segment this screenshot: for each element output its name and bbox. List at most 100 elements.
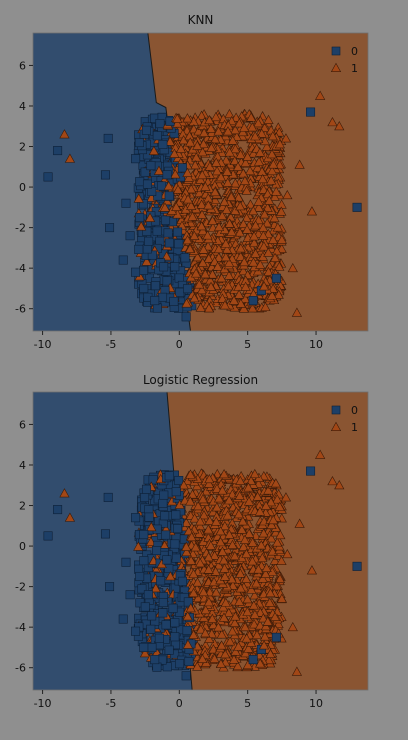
cluster-point-0 xyxy=(173,227,183,237)
legend-label: 1 xyxy=(351,62,358,75)
point-class-1 xyxy=(59,129,70,139)
cluster-point-1 xyxy=(272,494,283,504)
point-class-1 xyxy=(280,133,292,143)
point-class-1 xyxy=(185,496,196,506)
cluster-point-0 xyxy=(134,244,144,254)
cluster-point-1 xyxy=(229,617,240,627)
point-class-0 xyxy=(271,273,281,283)
cluster-point-1 xyxy=(210,186,221,197)
cluster-point-1 xyxy=(226,573,237,584)
cluster-point-1 xyxy=(219,571,231,581)
cluster-point-1 xyxy=(204,587,215,597)
cluster-point-0 xyxy=(140,602,150,612)
cluster-point-0 xyxy=(142,226,152,236)
point-class-1 xyxy=(200,628,211,638)
cluster-point-1 xyxy=(218,602,229,612)
cluster-point-1 xyxy=(239,122,250,132)
cluster-point-1 xyxy=(239,256,250,267)
cluster-point-1 xyxy=(148,145,159,155)
cluster-point-1 xyxy=(260,500,272,510)
cluster-point-1 xyxy=(178,480,189,490)
x-tick-label: 0 xyxy=(176,697,183,710)
cluster-point-1 xyxy=(226,226,237,236)
cluster-point-0 xyxy=(171,553,181,563)
cluster-point-1 xyxy=(233,509,244,519)
cluster-point-1 xyxy=(267,165,278,176)
cluster-point-1 xyxy=(194,279,205,289)
point-class-0 xyxy=(105,223,115,233)
cluster-point-1 xyxy=(181,546,192,557)
point-class-0 xyxy=(118,255,128,265)
point-class-0 xyxy=(53,505,63,515)
cluster-point-1 xyxy=(271,580,282,591)
legend-marker-0 xyxy=(331,46,341,56)
chart-title: KNN xyxy=(188,13,214,27)
cluster-point-1 xyxy=(224,495,235,505)
cluster-point-1 xyxy=(212,261,223,271)
cluster-point-1 xyxy=(213,126,224,136)
cluster-point-1 xyxy=(230,143,241,154)
cluster-point-1 xyxy=(263,654,275,665)
cluster-point-0 xyxy=(152,662,162,672)
cluster-point-1 xyxy=(203,478,215,488)
cluster-point-1 xyxy=(244,165,256,175)
y-tick-label: 6 xyxy=(19,59,26,72)
cluster-point-1 xyxy=(254,620,266,630)
point-class-1 xyxy=(239,175,251,185)
cluster-point-1 xyxy=(191,152,202,162)
cluster-point-1 xyxy=(238,218,249,229)
cluster-point-1 xyxy=(213,252,224,262)
cluster-point-1 xyxy=(216,640,227,650)
point-class-1 xyxy=(258,640,270,650)
cluster-point-1 xyxy=(242,659,254,669)
cluster-point-1 xyxy=(240,621,251,632)
cluster-point-1 xyxy=(238,168,249,178)
cluster-point-1 xyxy=(268,283,279,293)
cluster-point-1 xyxy=(255,259,266,269)
cluster-point-0 xyxy=(152,131,162,141)
cluster-point-1 xyxy=(221,244,233,254)
cluster-point-1 xyxy=(190,542,201,552)
point-class-0 xyxy=(53,146,63,156)
cluster-point-1 xyxy=(165,571,176,581)
cluster-point-1 xyxy=(269,191,280,201)
cluster-point-1 xyxy=(230,611,241,621)
cluster-point-1 xyxy=(274,139,286,149)
y-tick-label: -2 xyxy=(15,581,26,594)
point-class-0 xyxy=(100,170,110,180)
cluster-point-1 xyxy=(272,537,283,547)
cluster-point-0 xyxy=(156,576,166,586)
point-class-0 xyxy=(118,614,128,624)
cluster-point-0 xyxy=(170,539,180,549)
cluster-point-1 xyxy=(224,218,235,228)
cluster-point-1 xyxy=(217,210,228,220)
cluster-point-1 xyxy=(243,643,254,653)
cluster-point-0 xyxy=(170,632,180,642)
cluster-point-1 xyxy=(249,468,260,479)
point-class-1 xyxy=(306,206,318,216)
cluster-point-1 xyxy=(192,661,203,671)
cluster-point-1 xyxy=(253,202,264,212)
y-tick-label: -6 xyxy=(15,303,26,316)
cluster-point-1 xyxy=(261,562,272,572)
point-class-1 xyxy=(276,234,287,244)
cluster-point-1 xyxy=(215,536,226,547)
cluster-point-1 xyxy=(244,528,255,538)
point-class-1 xyxy=(220,238,231,248)
cluster-point-1 xyxy=(161,251,172,261)
point-class-0 xyxy=(306,107,316,117)
cluster-point-1 xyxy=(222,166,233,176)
cluster-point-0 xyxy=(155,119,165,129)
cluster-point-1 xyxy=(224,636,236,646)
point-class-1 xyxy=(282,189,293,200)
cluster-point-1 xyxy=(223,270,235,280)
cluster-point-1 xyxy=(144,212,156,222)
cluster-point-1 xyxy=(248,600,259,610)
cluster-point-1 xyxy=(234,490,245,500)
cluster-point-1 xyxy=(276,206,287,216)
cluster-point-1 xyxy=(197,257,208,267)
cluster-point-1 xyxy=(266,290,278,300)
cluster-point-1 xyxy=(235,149,246,159)
cluster-point-0 xyxy=(182,625,192,635)
